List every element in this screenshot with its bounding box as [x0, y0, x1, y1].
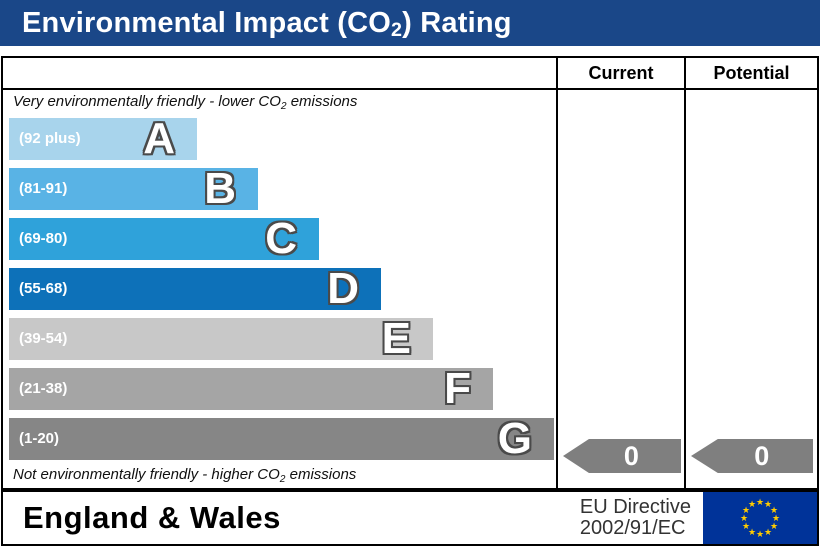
chart-title-bar: Environmental Impact (CO2) Rating [0, 0, 820, 46]
svg-text:★: ★ [764, 500, 772, 510]
band-row-g: (1-20) G [3, 414, 556, 464]
bottom-note-text-end: emissions [285, 466, 357, 483]
band-letter-label: B [204, 164, 236, 213]
svg-text:★: ★ [770, 506, 778, 516]
table-header-row: Current Potential [3, 58, 817, 90]
band-letter-label: E [381, 314, 411, 363]
svg-text:★: ★ [748, 500, 756, 510]
band-range-label: (81-91) [19, 180, 68, 197]
svg-text:★: ★ [742, 522, 750, 532]
current-rating-value: 0 [623, 440, 639, 471]
band-range-label: (55-68) [19, 280, 68, 297]
page-title: Environmental Impact (CO2) Rating [22, 6, 512, 42]
band-letter-label: A [143, 114, 175, 163]
svg-text:★: ★ [740, 514, 748, 524]
band-range-label: (92 plus) [19, 130, 81, 147]
band-bar-c: (69-80) C [9, 214, 319, 263]
eu-directive-line1: EU Directive [579, 496, 691, 518]
page-title-text-end: ) Rating [402, 6, 512, 39]
band-row-b: (81-91) B [3, 164, 556, 214]
band-row-c: (69-80) C [3, 214, 556, 264]
top-note-text-end: emissions [286, 93, 358, 110]
top-note: Very environmentally friendly - lower CO… [13, 93, 358, 112]
band-range-label: (21-38) [19, 380, 68, 397]
footer-bar: England & Wales EU Directive 2002/91/EC … [1, 490, 819, 546]
band-bar-a: (92 plus) A [9, 114, 197, 163]
eu-directive-line2: 2002/91/EC [579, 517, 686, 539]
top-note-text: Very environmentally friendly - lower CO [13, 93, 281, 110]
band-letter-label: D [327, 264, 359, 313]
bottom-note-subscript: 2 [279, 473, 286, 485]
band-letter-label: C [265, 214, 297, 263]
band-row-a: (92 plus) A [3, 114, 556, 164]
svg-text:★: ★ [748, 528, 756, 538]
rating-bands-area: (92 plus) A (81-91) B (69-80) C (55-68) [3, 114, 556, 464]
band-row-e: (39-54) E [3, 314, 556, 364]
top-note-subscript: 2 [280, 100, 287, 112]
region-label: England & Wales [23, 500, 281, 535]
page-title-text: Environmental Impact (CO [22, 6, 391, 39]
bottom-note-text: Not environmentally friendly - higher CO [13, 466, 280, 483]
svg-text:★: ★ [764, 528, 772, 538]
svg-text:★: ★ [770, 522, 778, 532]
svg-text:★: ★ [756, 498, 764, 508]
eu-directive-label: EU Directive 2002/91/EC [580, 497, 703, 539]
current-column-header: Current [588, 63, 654, 83]
current-column-divider [556, 58, 558, 488]
band-range-label: (1-20) [19, 430, 60, 447]
band-bar-b: (81-91) B [9, 164, 258, 213]
band-row-f: (21-38) F [3, 364, 556, 414]
bottom-note: Not environmentally friendly - higher CO… [13, 466, 357, 485]
band-range-label: (69-80) [19, 230, 68, 247]
rating-table: Current Potential Very environmentally f… [1, 56, 819, 490]
band-bar-e: (39-54) E [9, 314, 433, 363]
potential-rating-value: 0 [754, 440, 770, 471]
band-range-label: (39-54) [19, 330, 68, 347]
band-row-d: (55-68) D [3, 264, 556, 314]
potential-column-header: Potential [713, 63, 790, 83]
page-title-subscript: 2 [390, 19, 403, 42]
eu-flag-stars: ★ ★ ★ ★ ★ ★ ★ ★ ★ ★ ★ ★ [740, 498, 780, 540]
eu-flag-icon: ★ ★ ★ ★ ★ ★ ★ ★ ★ ★ ★ ★ [703, 492, 817, 544]
band-bar-g: (1-20) G [9, 414, 554, 463]
band-bar-f: (21-38) F [9, 364, 493, 413]
band-letter-label: F [444, 364, 471, 413]
band-bar-d: (55-68) D [9, 264, 381, 313]
svg-text:★: ★ [756, 530, 764, 540]
current-rating-arrow: 0 [563, 439, 681, 473]
potential-rating-arrow: 0 [691, 439, 813, 473]
band-letter-label: G [497, 414, 532, 463]
svg-text:★: ★ [772, 514, 780, 524]
svg-text:★: ★ [742, 506, 750, 516]
potential-column-divider [684, 58, 686, 488]
